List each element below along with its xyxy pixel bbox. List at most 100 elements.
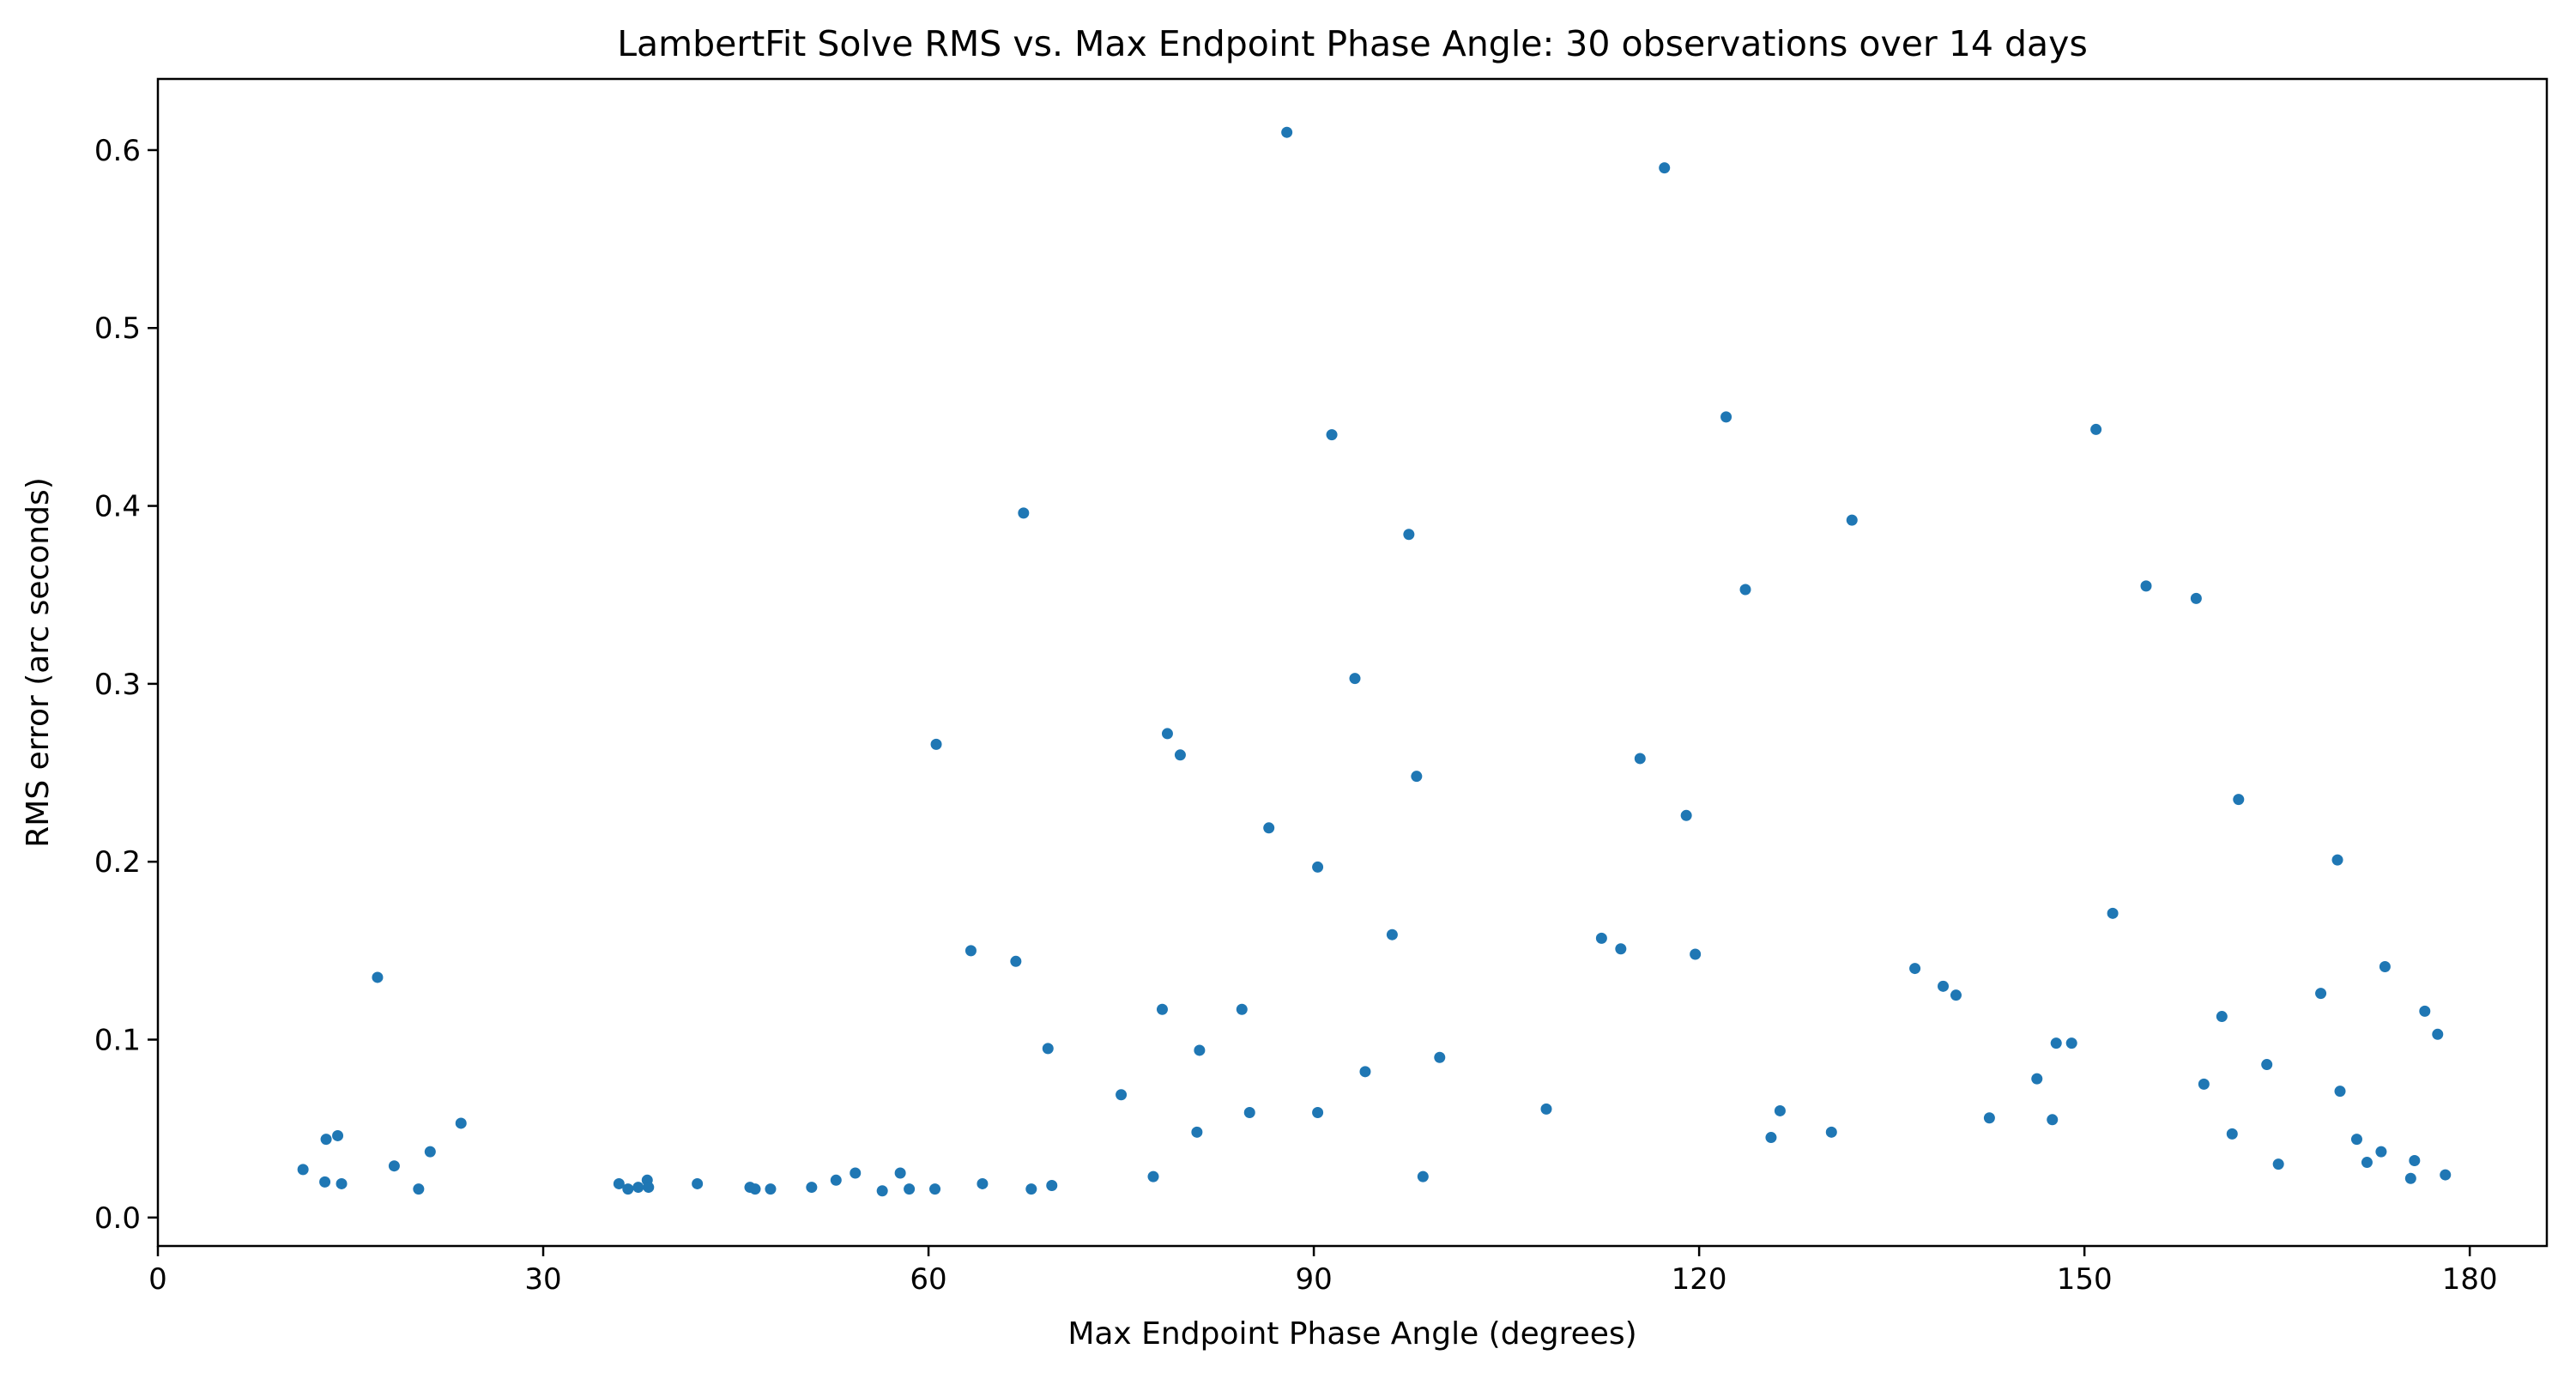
data-point <box>2140 580 2152 592</box>
data-point <box>1147 1170 1159 1182</box>
chart-title: LambertFit Solve RMS vs. Max Endpoint Ph… <box>617 23 2088 64</box>
data-point <box>319 1176 331 1188</box>
data-point <box>964 945 977 957</box>
data-point <box>622 1183 634 1195</box>
data-point <box>1312 861 1324 873</box>
data-point <box>1909 963 1921 975</box>
data-point <box>1312 1107 1324 1119</box>
x-axis-label: Max Endpoint Phase Angle (degrees) <box>1067 1316 1636 1352</box>
data-point <box>1010 955 1022 967</box>
data-point <box>613 1177 625 1189</box>
data-point <box>2379 961 2391 973</box>
data-point <box>424 1146 436 1158</box>
data-point <box>1243 1107 1255 1119</box>
data-point <box>1983 1112 1995 1124</box>
data-point <box>1174 749 1186 761</box>
data-point <box>2107 907 2119 919</box>
data-point <box>2350 1134 2362 1146</box>
data-point <box>1846 514 1858 526</box>
x-tick-label: 90 <box>1295 1262 1332 1297</box>
data-point <box>2334 1086 2346 1098</box>
data-point <box>1417 1170 1429 1182</box>
data-point <box>2065 1037 2077 1049</box>
data-point <box>1434 1051 1446 1063</box>
x-tick-label: 0 <box>148 1262 167 1297</box>
data-point <box>1236 1003 1248 1015</box>
data-point <box>2419 1005 2431 1017</box>
data-point <box>2031 1073 2043 1085</box>
data-point <box>876 1185 888 1197</box>
x-tick-label: 60 <box>910 1262 946 1297</box>
data-point <box>1025 1183 1037 1195</box>
y-tick-label: 0.2 <box>94 845 141 880</box>
y-axis-label: RMS error (arc seconds) <box>21 477 56 848</box>
data-point <box>1739 584 1751 596</box>
y-tick-label: 0.4 <box>94 490 141 524</box>
data-point <box>336 1177 348 1189</box>
data-point <box>930 738 942 750</box>
data-point <box>1161 728 1173 740</box>
y-tick-label: 0.0 <box>94 1201 141 1236</box>
y-tick-label: 0.6 <box>94 134 141 168</box>
data-point <box>2198 1078 2210 1090</box>
data-point <box>1680 809 1692 821</box>
data-point <box>977 1177 989 1189</box>
data-point <box>1690 948 1702 960</box>
data-point <box>850 1167 862 1179</box>
x-tick-label: 180 <box>2442 1262 2498 1297</box>
data-point <box>1018 507 1030 519</box>
data-point <box>2331 854 2343 866</box>
data-point <box>1540 1103 1552 1115</box>
data-point <box>1042 1043 1054 1055</box>
data-point <box>1765 1132 1777 1144</box>
data-point <box>2226 1128 2238 1140</box>
data-point <box>749 1183 761 1195</box>
y-tick-label: 0.5 <box>94 311 141 346</box>
data-point <box>632 1182 644 1194</box>
data-point <box>455 1117 467 1129</box>
data-point <box>1659 162 1671 174</box>
data-point <box>372 971 384 983</box>
data-point <box>929 1183 941 1195</box>
data-point <box>643 1182 655 1194</box>
data-point <box>413 1183 425 1195</box>
data-point <box>830 1174 842 1186</box>
data-point <box>2315 988 2327 1000</box>
data-point <box>1595 932 1607 944</box>
data-point <box>1825 1126 1837 1138</box>
y-tick-label: 0.3 <box>94 668 141 702</box>
data-point <box>297 1164 309 1176</box>
data-point <box>2090 423 2102 435</box>
data-point <box>2233 794 2245 806</box>
data-point <box>2432 1028 2444 1040</box>
data-point <box>1411 771 1423 783</box>
data-point <box>1634 753 1646 765</box>
data-point <box>320 1134 332 1146</box>
data-point <box>1359 1066 1371 1078</box>
data-point <box>2440 1169 2452 1181</box>
data-point <box>2047 1114 2059 1126</box>
data-point <box>1326 429 1338 441</box>
data-point <box>1349 673 1361 685</box>
x-tick-label: 120 <box>1672 1262 1727 1297</box>
x-tick-label: 150 <box>2057 1262 2113 1297</box>
data-point <box>2216 1011 2228 1023</box>
plot-frame <box>156 77 2549 1248</box>
data-point <box>2272 1158 2284 1170</box>
data-point <box>1950 989 1962 1001</box>
data-point <box>2190 592 2202 604</box>
data-point <box>2375 1146 2387 1158</box>
data-point <box>2261 1059 2273 1071</box>
data-point <box>1046 1180 1058 1192</box>
data-point <box>1116 1089 1128 1101</box>
data-point <box>1938 980 1950 992</box>
data-point <box>2404 1172 2416 1184</box>
data-point <box>1386 928 1398 941</box>
data-point <box>1263 822 1275 834</box>
data-point <box>332 1129 344 1141</box>
data-point <box>765 1183 777 1195</box>
data-point <box>894 1167 906 1179</box>
data-point <box>388 1160 400 1172</box>
y-tick-label: 0.1 <box>94 1024 141 1058</box>
